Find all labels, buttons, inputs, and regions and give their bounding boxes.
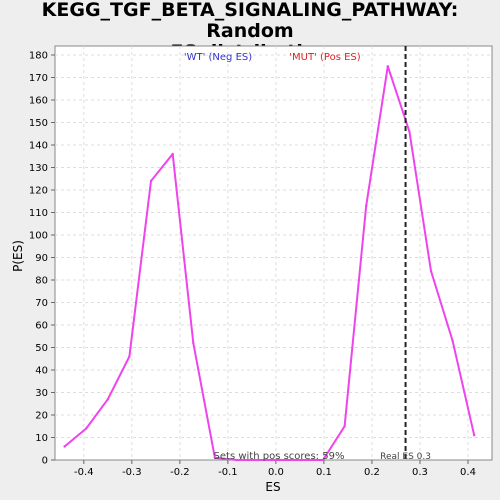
data-point [192, 341, 195, 345]
y-tick-label: 0 [42, 456, 48, 467]
data-point [63, 445, 66, 448]
data-point [343, 425, 346, 428]
y-tick-label: 30 [35, 388, 48, 399]
data-point [429, 269, 433, 273]
data-point [473, 434, 476, 437]
y-tick-label: 150 [29, 118, 48, 129]
y-tick-label: 90 [35, 253, 48, 264]
plot-area [54, 45, 493, 461]
data-point [365, 204, 368, 207]
data-point [235, 458, 238, 462]
x-tick-label: 0.3 [412, 467, 428, 478]
y-tick-label: 10 [35, 433, 48, 444]
y-tick-label: 20 [35, 411, 48, 422]
y-tick-label: 50 [35, 343, 48, 354]
grid [55, 46, 492, 460]
y-tick-label: 110 [29, 208, 48, 219]
data-point [408, 130, 411, 133]
x-tick-label: -0.1 [218, 467, 238, 478]
y-tick-label: 170 [29, 73, 48, 84]
y-tick-label: 140 [29, 141, 48, 152]
data-point [278, 458, 281, 462]
data-point [85, 427, 88, 430]
chart-title-line-1: KEGG_TGF_BETA_SIGNALING_PATHWAY: Random [41, 0, 459, 42]
y-tick-label: 180 [29, 51, 48, 62]
x-tick-label: 0.2 [364, 467, 380, 478]
y-tick-label: 100 [29, 231, 48, 242]
y-tick-label: 120 [29, 186, 48, 197]
y-tick-label: 70 [35, 298, 48, 309]
x-tick-label: -0.4 [74, 467, 94, 478]
data-point [106, 398, 110, 401]
y-tick-label: 130 [29, 163, 48, 174]
data-point [213, 456, 217, 459]
y-tick-label: 80 [35, 276, 48, 287]
data-point [300, 458, 303, 462]
y-axis: 0 10 20 30 40 50 60 70 80 90 100 110 120 130 140 150 160… [29, 51, 55, 467]
x-tick-label: 0.1 [316, 467, 332, 478]
data-point [256, 458, 260, 462]
real-es-label: Real ES 0.3 [380, 452, 431, 462]
x-tick-label: -0.2 [170, 467, 190, 478]
data-point [321, 458, 325, 462]
y-tick-label: 40 [35, 366, 48, 377]
x-tick-label: -0.3 [122, 467, 142, 478]
x-tick-label: 0.0 [268, 467, 284, 478]
y-tick-label: 60 [35, 321, 48, 332]
x-tick-label: 0.4 [460, 467, 476, 478]
y-axis-label: P(ES) [11, 240, 25, 272]
legend-wt: 'WT' (Neg ES) [184, 52, 252, 63]
x-axis-label: ES [265, 480, 280, 494]
legend-mut: 'MUT' (Pos ES) [289, 52, 360, 63]
pos-scores-text: Sets with pos scores: 59% [214, 451, 345, 462]
data-point [149, 179, 153, 183]
x-axis: -0.4 -0.3 -0.2 -0.1 0.0 0.1 0.2 0.3 0.4 [74, 460, 476, 478]
data-point [128, 355, 131, 358]
y-tick-label: 160 [29, 96, 48, 107]
data-point [451, 339, 454, 342]
data-point [386, 65, 389, 68]
data-point [171, 152, 174, 156]
